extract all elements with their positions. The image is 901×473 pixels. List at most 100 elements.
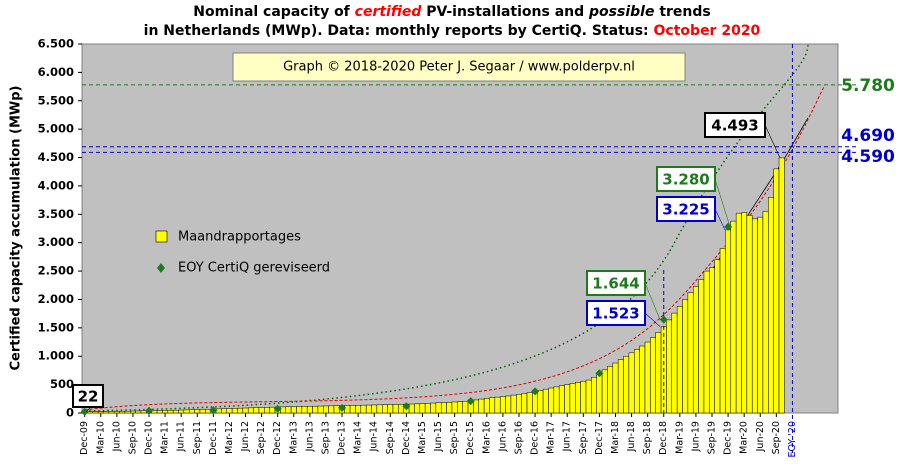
x-tick-label: Dec-18 [658, 421, 669, 455]
y-tick-label: 4.000 [38, 178, 74, 192]
annotation-label: 3.225 [662, 201, 709, 219]
bar [221, 408, 228, 414]
bar [231, 408, 238, 414]
x-tick-label: Jun-10 [111, 421, 122, 452]
x-tick-label: Dec-11 [208, 421, 219, 455]
x-tick-label: Jun-20 [755, 421, 766, 452]
bar [585, 379, 592, 414]
bar [424, 403, 431, 414]
x-tick-label: Dec-12 [272, 421, 283, 455]
x-tick-label: Sep-10 [127, 421, 138, 454]
x-tick-label: Sep-15 [449, 421, 460, 454]
bar [601, 369, 608, 414]
annotation-label: 1.523 [592, 305, 639, 323]
bar [516, 394, 522, 414]
y-tick-label: 3.000 [38, 235, 74, 249]
bar [510, 394, 517, 414]
eoy-point [145, 406, 154, 415]
plot-layer: 0 500 1.000 1.500 2.000 2.500 3.000 3.500 4.000 4… [38, 37, 895, 458]
bar [408, 403, 415, 414]
bar [489, 397, 496, 414]
bar [156, 410, 163, 414]
bar [521, 393, 528, 414]
bar [365, 404, 372, 414]
bar [440, 402, 447, 414]
bar [569, 383, 576, 414]
bar [349, 405, 356, 414]
title-part: in Netherlands (MWp). Data: monthly repo… [144, 23, 649, 39]
annotation-leader [714, 178, 731, 227]
x-tick-label: Dec-19 [723, 421, 734, 455]
y-axis-label: Certified capacity accumulation (MWp) [9, 86, 24, 371]
bar [430, 402, 437, 414]
bar [542, 388, 549, 414]
x-tick-label: Mar-14 [353, 421, 364, 454]
bar [253, 407, 260, 414]
annotation-label: 22 [78, 388, 99, 406]
x-tick-label: Sep-11 [192, 421, 203, 454]
title-part: trends [659, 4, 710, 20]
title-part: October 2020 [654, 23, 761, 39]
x-tick-label: Dec-15 [465, 421, 476, 455]
bar [323, 405, 329, 414]
x-tick-label: Mar-11 [160, 421, 171, 454]
bar [306, 406, 313, 414]
credit-box [232, 52, 686, 82]
bar [473, 399, 480, 414]
annotation-box [656, 196, 716, 222]
y-tick-label: 5.500 [38, 93, 74, 107]
bar [108, 411, 115, 414]
bar [655, 332, 662, 414]
annotation-box [656, 166, 716, 192]
x-tick-label: Jun-16 [497, 421, 508, 452]
x-tick-label: Sep-13 [320, 421, 331, 454]
bar [558, 385, 565, 414]
legend-swatch [157, 263, 165, 273]
x-tick-label: Mar-10 [95, 421, 106, 454]
x-tick-label: Jun-14 [369, 421, 380, 452]
bar [237, 407, 244, 414]
eoy-point [273, 404, 282, 413]
y-tick-label: 1.000 [38, 349, 74, 363]
x-tick-label: Jun-11 [176, 421, 187, 452]
bar [285, 406, 292, 414]
bar [671, 312, 678, 414]
bar [446, 401, 453, 414]
bar [682, 299, 689, 414]
legend-label: Maandrapportages [178, 230, 301, 245]
x-tick-label: Dec-14 [401, 421, 412, 455]
bar [628, 352, 635, 414]
reference-label: 4.690 [841, 126, 895, 146]
bar [188, 409, 195, 414]
bar [666, 319, 673, 414]
bar [703, 270, 710, 414]
y-tick-label: 5.000 [38, 122, 74, 136]
bar [612, 362, 619, 414]
bar [650, 337, 656, 414]
annotation-leader [714, 208, 726, 231]
y-tick-label: 6.000 [38, 65, 74, 79]
x-tick-label: Jun-17 [562, 421, 573, 452]
bar [591, 376, 597, 414]
bar [183, 409, 190, 414]
bar [97, 411, 104, 414]
x-tick-label: Mar-13 [288, 421, 299, 454]
x-tick-label: Sep-14 [385, 421, 396, 454]
bar [360, 404, 367, 414]
bar [451, 401, 458, 414]
annotation-box [704, 112, 766, 138]
y-tick-label: 4.500 [38, 150, 74, 164]
annotation-leader [644, 282, 661, 320]
eoy-point [595, 369, 604, 378]
x-tick-label: Sep-17 [578, 421, 589, 454]
bar [113, 411, 120, 414]
bar [457, 401, 463, 414]
bar [564, 384, 571, 414]
bar [741, 212, 748, 414]
bar [269, 406, 276, 414]
x-tick-label: Mar-17 [546, 421, 557, 454]
bar [698, 279, 705, 414]
title-part: PV-installations and [426, 4, 584, 20]
bar [692, 286, 699, 414]
